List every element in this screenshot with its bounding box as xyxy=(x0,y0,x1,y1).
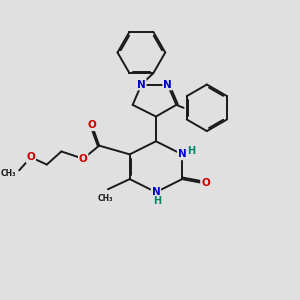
Text: O: O xyxy=(201,178,210,188)
Text: O: O xyxy=(88,120,96,130)
Text: O: O xyxy=(26,152,35,162)
Text: N: N xyxy=(178,149,187,159)
Text: N: N xyxy=(163,80,172,89)
Text: N: N xyxy=(137,80,146,89)
Text: H: H xyxy=(187,146,195,157)
Text: O: O xyxy=(79,154,88,164)
Text: CH₃: CH₃ xyxy=(97,194,113,203)
Text: CH₃: CH₃ xyxy=(1,169,16,178)
Text: H: H xyxy=(153,196,161,206)
Text: N: N xyxy=(152,187,160,197)
